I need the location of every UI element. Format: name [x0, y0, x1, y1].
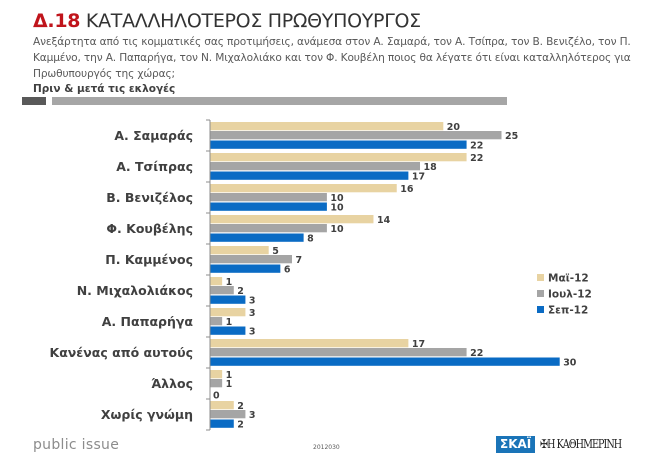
value-label: 17	[412, 171, 425, 182]
value-label: 10	[330, 202, 344, 213]
category-label: Άλλος	[151, 376, 193, 391]
question-text: Ανεξάρτητα από τις κομματικές σας προτιμ…	[33, 36, 631, 80]
category-label: Α. Παπαρήγα	[102, 314, 194, 329]
legend: Μαϊ-12 Ιουλ-12 Σεπ-12	[537, 273, 592, 317]
bar-Μαϊ-12	[210, 401, 234, 410]
value-label: 1	[226, 317, 233, 328]
value-label: 22	[470, 153, 483, 164]
bar-Σεπ-12	[210, 357, 560, 366]
value-label: 0	[213, 390, 220, 401]
value-label: 18	[424, 162, 438, 173]
value-label: 7	[295, 255, 302, 266]
bar-Ιουλ-12	[210, 131, 502, 140]
category-label: Β. Βενιζέλος	[106, 190, 193, 205]
bar-Σεπ-12	[210, 295, 246, 304]
value-label: 1	[226, 370, 233, 381]
category-label: Α. Τσίπρας	[116, 159, 193, 174]
bar-Μαϊ-12	[210, 122, 444, 131]
value-label: 2	[237, 401, 244, 412]
legend-label: Μαϊ-12	[548, 273, 589, 285]
bar-Ιουλ-12	[210, 317, 223, 326]
value-label: 1	[226, 379, 233, 390]
value-label: 5	[272, 246, 279, 257]
bar-Σεπ-12	[210, 264, 281, 273]
value-label: 3	[249, 295, 256, 306]
y-axis	[206, 119, 211, 431]
bar-Σεπ-12	[210, 419, 234, 428]
bar-Ιουλ-12	[210, 224, 327, 233]
bar-Μαϊ-12	[210, 215, 374, 224]
bar-Σεπ-12	[210, 326, 246, 335]
category-labels: Α. Σαμαράς Α. Τσίπρας Β. Βενιζέλος Φ. Κουβέ…	[50, 128, 194, 422]
legend-swatch	[537, 290, 544, 297]
value-label: 3	[249, 326, 256, 337]
value-label: 14	[377, 215, 391, 226]
value-labels: 2025222218171610101410857612331317223011…	[213, 122, 577, 430]
value-label: 17	[412, 339, 425, 350]
value-label: 20	[447, 122, 461, 133]
bar-Μαϊ-12	[210, 153, 467, 162]
skai-logo: ΣΚΑΪ	[496, 436, 536, 453]
value-label: 22	[470, 348, 483, 359]
category-label: Α. Σαμαράς	[114, 128, 193, 143]
bar-Ιουλ-12	[210, 410, 246, 419]
bar-Ιουλ-12	[210, 193, 327, 202]
value-label: 3	[249, 410, 256, 421]
value-label: 8	[307, 233, 314, 244]
bar-Ιουλ-12	[210, 286, 234, 295]
value-label: 3	[249, 308, 256, 319]
question-number: Δ.18	[33, 10, 81, 32]
value-label: 10	[330, 193, 344, 204]
bar-Σεπ-12	[210, 171, 409, 180]
bar-Μαϊ-12	[210, 246, 269, 255]
value-label: 2	[237, 419, 244, 430]
bar-Ιουλ-12	[210, 162, 421, 171]
page-title: Δ.18 ΚΑΤΑΛΛΗΛΟΤΕΡΟΣ ΠΡΩΘΥΠΟΥΡΓΟΣ	[33, 10, 421, 32]
category-label: Π. Καμμένος	[105, 252, 193, 267]
bars	[210, 122, 560, 428]
value-label: 16	[400, 184, 414, 195]
value-label: 10	[330, 224, 344, 235]
divider-light	[52, 97, 507, 105]
category-label: Χωρίς γνώμη	[101, 407, 193, 422]
value-label: 6	[284, 264, 291, 275]
category-label: Ν. Μιχαλολιάκος	[77, 283, 193, 298]
value-label: 22	[470, 140, 483, 151]
bar-Ιουλ-12	[210, 348, 467, 357]
survey-code: 2012030	[313, 444, 340, 451]
kathimerini-logo: ✠Η ΚΑΘΗΜΕΡΙΝΗ	[540, 437, 622, 451]
bar-Ιουλ-12	[210, 379, 223, 388]
value-label: 30	[563, 357, 577, 368]
subtitle: Πριν & μετά τις εκλογές	[33, 83, 176, 95]
bar-Μαϊ-12	[210, 370, 223, 379]
title-text: ΚΑΤΑΛΛΗΛΟΤΕΡΟΣ ΠΡΩΘΥΠΟΥΡΓΟΣ	[85, 10, 421, 32]
bar-Μαϊ-12	[210, 339, 409, 348]
value-label: 25	[505, 131, 518, 142]
value-label: 2	[237, 286, 244, 297]
category-label: Κανένας από αυτούς	[50, 345, 193, 360]
bar-Σεπ-12	[210, 140, 467, 149]
bar-Σεπ-12	[210, 202, 327, 211]
bar-Μαϊ-12	[210, 184, 397, 193]
public-issue-logo: public issue	[33, 437, 120, 453]
bar-Μαϊ-12	[210, 277, 223, 286]
legend-swatch	[537, 306, 544, 313]
value-label: 1	[226, 277, 233, 288]
bar-Ιουλ-12	[210, 255, 292, 264]
divider-dark	[22, 97, 46, 105]
legend-swatch	[537, 274, 544, 281]
category-label: Φ. Κουβέλης	[106, 221, 193, 236]
legend-label: Σεπ-12	[548, 305, 588, 317]
legend-label: Ιουλ-12	[548, 289, 592, 301]
kathimerini-logo-text: Η ΚΑΘΗΜΕΡΙΝΗ	[547, 437, 622, 451]
bar-Σεπ-12	[210, 233, 304, 242]
bar-Μαϊ-12	[210, 308, 246, 317]
